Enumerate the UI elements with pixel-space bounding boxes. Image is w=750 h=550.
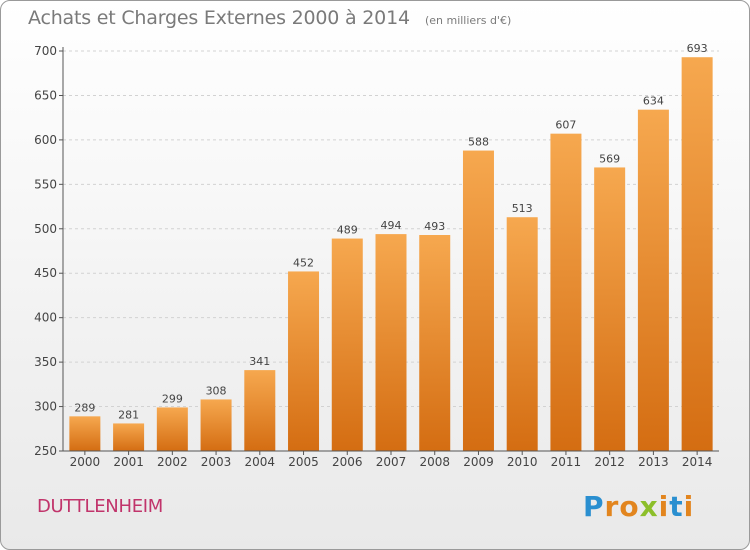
y-tick-label: 300 xyxy=(34,400,57,414)
y-tick-label: 350 xyxy=(34,355,57,369)
data-label-2006: 489 xyxy=(337,224,358,237)
x-tick-label-2002: 2002 xyxy=(157,455,188,469)
x-tick-label-2006: 2006 xyxy=(332,455,363,469)
data-label-2004: 341 xyxy=(249,355,270,368)
bar-2011 xyxy=(550,133,582,451)
bar-2014 xyxy=(681,57,713,451)
x-tick-label-2008: 2008 xyxy=(419,455,450,469)
logo-letter: o xyxy=(619,490,640,523)
bar-2005 xyxy=(288,271,320,451)
logo-letter: t xyxy=(669,490,684,523)
title-row: Achats et Charges Externes 2000 à 2014 (… xyxy=(28,7,511,29)
logo-letter: r xyxy=(604,490,620,523)
bar-2006 xyxy=(331,238,363,451)
bar-2013 xyxy=(637,109,669,452)
bar-2003 xyxy=(200,399,232,451)
data-label-2007: 494 xyxy=(381,219,402,232)
bar-2008 xyxy=(419,235,451,451)
bar-2004 xyxy=(244,370,276,451)
data-label-2001: 281 xyxy=(118,408,139,421)
y-tick-label: 550 xyxy=(34,177,57,191)
bar-2010 xyxy=(506,217,538,451)
data-label-2011: 607 xyxy=(555,119,576,132)
y-tick-label: 400 xyxy=(34,311,57,325)
x-tick-label-2011: 2011 xyxy=(551,455,582,469)
data-label-2012: 569 xyxy=(599,152,620,165)
x-tick-label-2003: 2003 xyxy=(201,455,232,469)
y-tick-label: 450 xyxy=(34,266,57,280)
bar-2001 xyxy=(113,423,145,451)
chart-title: Achats et Charges Externes 2000 à 2014 xyxy=(28,7,410,29)
x-tick-label-2010: 2010 xyxy=(507,455,538,469)
data-label-2000: 289 xyxy=(74,401,95,414)
data-label-2010: 513 xyxy=(512,202,533,215)
data-label-2005: 452 xyxy=(293,256,314,269)
data-label-2013: 634 xyxy=(643,95,664,108)
data-label-2009: 588 xyxy=(468,136,489,149)
y-tick-label: 600 xyxy=(34,133,57,147)
logo-letter: P xyxy=(583,490,605,523)
x-tick-label-2012: 2012 xyxy=(594,455,625,469)
bars xyxy=(69,57,713,452)
x-tick-label-2005: 2005 xyxy=(288,455,319,469)
logo-letter: i xyxy=(683,490,695,523)
labels: 250 300 350 400 450 500 550 600 650 700 289 2000 281… xyxy=(34,42,712,469)
data-label-2008: 493 xyxy=(424,220,445,233)
axes xyxy=(59,47,719,455)
y-tick-label: 700 xyxy=(34,44,57,58)
y-tick-label: 250 xyxy=(34,444,57,458)
x-tick-label-2000: 2000 xyxy=(70,455,101,469)
bar-2009 xyxy=(462,150,494,452)
proxiti-logo: Proxiti xyxy=(583,490,694,523)
data-label-2002: 299 xyxy=(162,392,183,405)
x-tick-label-2001: 2001 xyxy=(113,455,144,469)
chart-subtitle: (en milliers d'€) xyxy=(424,14,512,27)
x-tick-label-2007: 2007 xyxy=(376,455,407,469)
bar-2000 xyxy=(69,416,101,451)
bar-2007 xyxy=(375,234,407,451)
data-label-2014: 693 xyxy=(687,42,708,55)
logo-letter: i xyxy=(658,490,670,523)
commune-name: DUTTLENHEIM xyxy=(37,496,164,517)
x-tick-label-2009: 2009 xyxy=(463,455,494,469)
bar-2012 xyxy=(594,167,626,451)
y-tick-label: 650 xyxy=(34,88,57,102)
y-tick-label: 500 xyxy=(34,222,57,236)
bar-2002 xyxy=(156,407,188,451)
x-tick-label-2004: 2004 xyxy=(245,455,276,469)
x-tick-label-2014: 2014 xyxy=(682,455,713,469)
logo-letter: x xyxy=(639,490,659,523)
x-tick-label-2013: 2013 xyxy=(638,455,669,469)
data-label-2003: 308 xyxy=(206,384,227,397)
